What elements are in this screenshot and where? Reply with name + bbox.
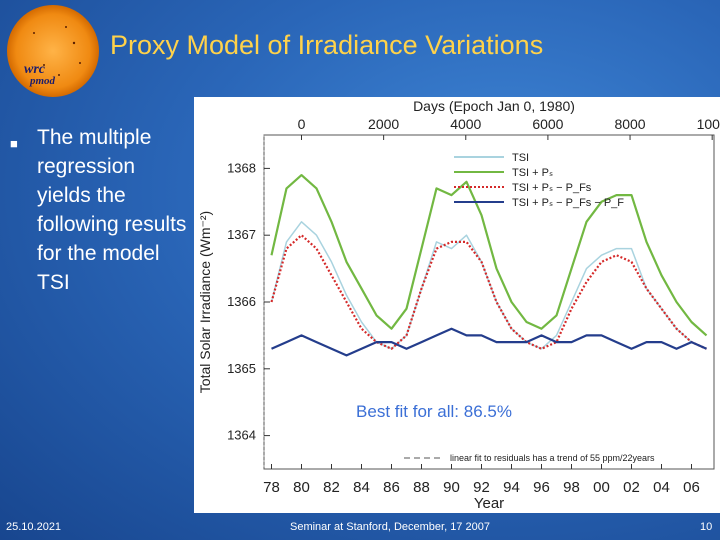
x-tick-label: 84 xyxy=(353,479,370,496)
legend-label: TSI + Pₛ − P_Fs xyxy=(512,182,592,194)
x-axis-title: Year xyxy=(474,495,504,512)
trend-value: 55 ppm/22years xyxy=(590,453,655,463)
y-tick-label: 1367 xyxy=(227,227,256,242)
tsi-figure: 1368 1367 1366 1365 1364 78 80 82 84 86 88 90 92 94 96… xyxy=(194,97,720,513)
x-tick-label: 06 xyxy=(683,479,700,496)
x-tick-label: 04 xyxy=(653,479,670,496)
x-tick-label: 00 xyxy=(593,479,610,496)
x-tick-label: 96 xyxy=(533,479,550,496)
series-tsi-ps-line xyxy=(270,173,708,337)
x-tick-label: 88 xyxy=(413,479,430,496)
top-tick-label: 1000 xyxy=(697,116,720,132)
top-tick-label: 4000 xyxy=(450,116,481,132)
wrc-pmod-logo: wrc pmod xyxy=(7,5,99,97)
series-tsi-ps-pfs-line xyxy=(270,234,707,350)
legend-label: TSI xyxy=(512,152,529,164)
x-tick-label: 92 xyxy=(473,479,490,496)
top-tick-label: 6000 xyxy=(532,116,563,132)
logo-text-wrc: wrc xyxy=(24,62,46,77)
x-tick-label: 94 xyxy=(503,479,520,496)
tsi-chart: 1368 1367 1366 1365 1364 78 80 82 84 86 88 90 92 94 96… xyxy=(197,98,720,512)
best-fit-annotation: Best fit for all: 86.5% xyxy=(356,402,512,421)
x-tick-label: 02 xyxy=(623,479,640,496)
y-tick-label: 1364 xyxy=(227,428,256,443)
x-tick-label: 82 xyxy=(323,479,340,496)
bullet-square-icon: ■ xyxy=(10,136,18,151)
x-tick-label: 90 xyxy=(443,479,460,496)
footer-date: 25.10.2021 xyxy=(6,521,62,533)
legend-label: TSI + Pₛ xyxy=(512,167,553,179)
y-tick-label: 1365 xyxy=(227,361,256,376)
legend-label: TSI + Pₛ − P_Fs − P_F xyxy=(512,197,624,209)
top-tick-label: 2000 xyxy=(368,116,399,132)
x-tick-label: 80 xyxy=(293,479,310,496)
footer-event: Seminar at Stanford, December, 17 2007 xyxy=(290,521,490,533)
sun-disk xyxy=(7,5,99,97)
logo-text-pmod: pmod xyxy=(29,75,56,87)
x-tick-label: 98 xyxy=(563,479,580,496)
trend-note: linear fit to residuals has a trend of xyxy=(450,453,588,463)
top-tick-label: 0 xyxy=(298,116,306,132)
x-tick-label: 78 xyxy=(263,479,280,496)
y-tick-label: 1366 xyxy=(227,294,256,309)
bullet-text: The multiple regression yields the follo… xyxy=(37,126,187,294)
series-tsi-ps-pfs-pf-line xyxy=(271,327,707,357)
slide-title: Proxy Model of Irradiance Variations xyxy=(110,30,544,60)
top-axis-title: Days (Epoch Jan 0, 1980) xyxy=(413,98,575,114)
page-number: 10 xyxy=(700,521,713,533)
x-tick-label: 86 xyxy=(383,479,400,496)
y-tick-label: 1368 xyxy=(227,160,256,175)
top-tick-label: 8000 xyxy=(614,116,645,132)
y-axis-title: Total Solar Irradiance (Wm⁻²) xyxy=(197,211,213,393)
